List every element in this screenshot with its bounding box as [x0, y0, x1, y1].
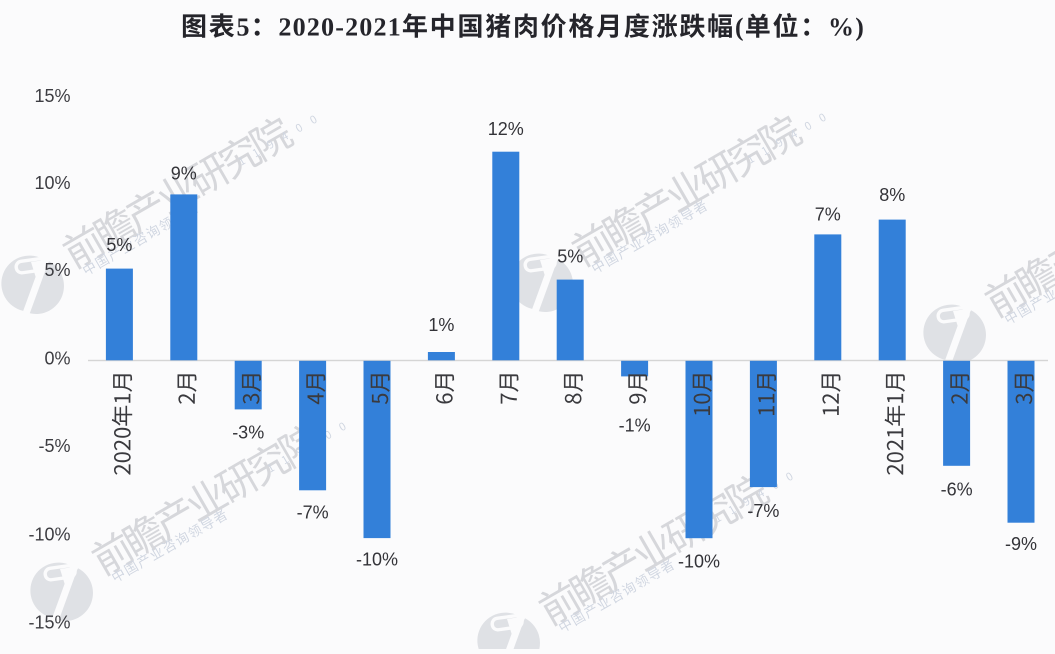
- svg-text:-1%: -1%: [619, 416, 651, 436]
- svg-text:5%: 5%: [106, 235, 132, 255]
- svg-text:5%: 5%: [557, 246, 583, 266]
- svg-text:-10%: -10%: [356, 549, 398, 569]
- svg-text:-15%: -15%: [28, 612, 70, 632]
- svg-text:-6%: -6%: [941, 479, 973, 499]
- svg-text:12%: 12%: [488, 119, 524, 139]
- svg-text:-10%: -10%: [678, 552, 720, 572]
- svg-text:-3%: -3%: [232, 422, 264, 442]
- svg-text:7%: 7%: [815, 204, 841, 224]
- svg-text:1%: 1%: [428, 315, 454, 335]
- svg-text:15%: 15%: [34, 86, 70, 106]
- svg-text:-10%: -10%: [28, 525, 70, 545]
- svg-text:0%: 0%: [44, 349, 70, 369]
- svg-text:9%: 9%: [171, 163, 197, 183]
- svg-text:-9%: -9%: [1005, 534, 1037, 554]
- svg-text:-7%: -7%: [297, 502, 329, 522]
- svg-text:10%: 10%: [34, 173, 70, 193]
- svg-text:8%: 8%: [879, 185, 905, 205]
- svg-text:5%: 5%: [44, 260, 70, 280]
- svg-text:-5%: -5%: [38, 436, 70, 456]
- svg-text:-7%: -7%: [747, 501, 779, 521]
